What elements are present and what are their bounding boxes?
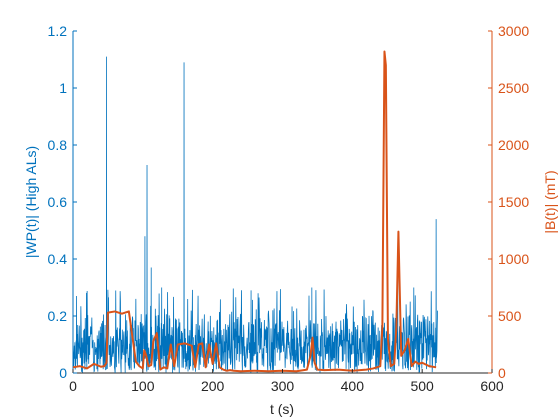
y-left-tick-label: 1 [59,80,67,96]
series-b-line [72,50,437,373]
y-axis-right-label: |B(t)| (mT) [542,170,558,233]
series-wp-polyline [72,56,438,374]
y-right-tick-label: 0 [498,365,506,381]
x-tick-label: 100 [131,378,155,394]
y-right-tick-label: 1500 [498,194,529,210]
y-left-tick-label: 1.2 [48,23,68,39]
y-left-tick-label: 0.8 [48,137,68,153]
y-axis-left-label: |WP(t)| (High ALs) [23,146,39,258]
y-right-tick-label: 2500 [498,80,529,96]
y-right-tick-label: 500 [498,308,522,324]
y-right-tick-label: 3000 [498,23,529,39]
x-axis-label: t (s) [270,401,294,417]
x-tick-label: 600 [480,378,504,394]
x-tick-label: 500 [410,378,434,394]
series-wp-line [72,56,438,374]
y-left-tick-label: 0.2 [48,308,68,324]
y-left-tick-label: 0.4 [48,251,68,267]
y-right-tick-label: 1000 [498,251,529,267]
y-right-tick-label: 2000 [498,137,529,153]
x-tick-label: 200 [201,378,225,394]
series-b-polyline [72,50,437,373]
y-left-tick-label: 0 [59,365,67,381]
x-tick-label: 400 [341,378,365,394]
y-left-tick-label: 0.6 [48,194,68,210]
axis-ticks: 0 100 200 300 400 500 60000.20.40.60.811.20500… [48,23,530,394]
x-tick-label: 0 [69,378,77,394]
x-tick-label: 300 [271,378,295,394]
